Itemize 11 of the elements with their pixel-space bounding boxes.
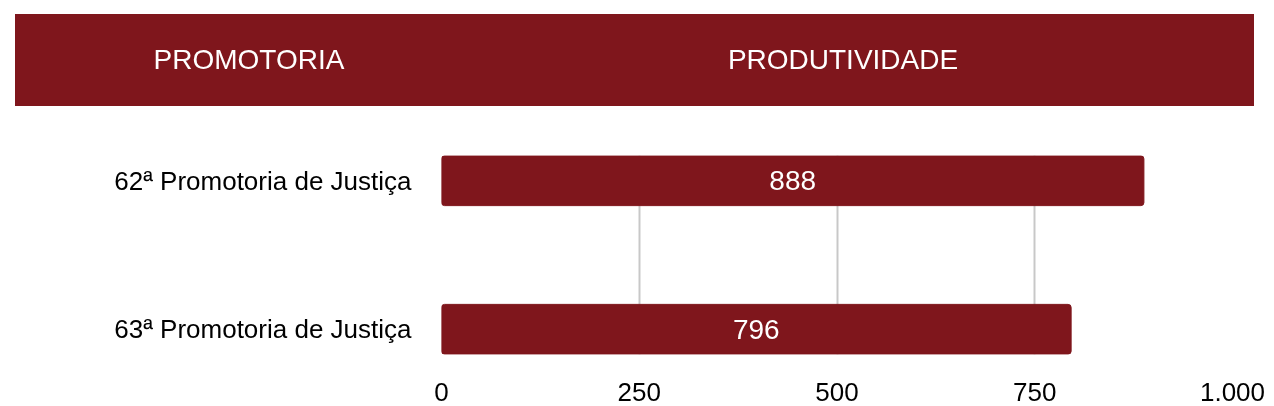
x-tick-label: 500 bbox=[815, 376, 859, 406]
x-tick-label: 250 bbox=[617, 376, 661, 406]
x-tick-label: 1.000 bbox=[1199, 376, 1266, 406]
x-tick-label: 0 bbox=[434, 376, 449, 406]
y-tick-label: 63ª Promotoria de Justiça bbox=[114, 314, 413, 345]
y-tick-label: 62ª Promotoria de Justiça bbox=[114, 165, 413, 196]
data-label: 796 bbox=[732, 313, 780, 345]
x-tick-label: 750 bbox=[1013, 376, 1057, 406]
chart-title: PRODUTIVIDADE bbox=[727, 43, 959, 77]
data-label: 888 bbox=[769, 165, 817, 197]
y-axis-title: PROMOTORIA bbox=[153, 43, 345, 77]
